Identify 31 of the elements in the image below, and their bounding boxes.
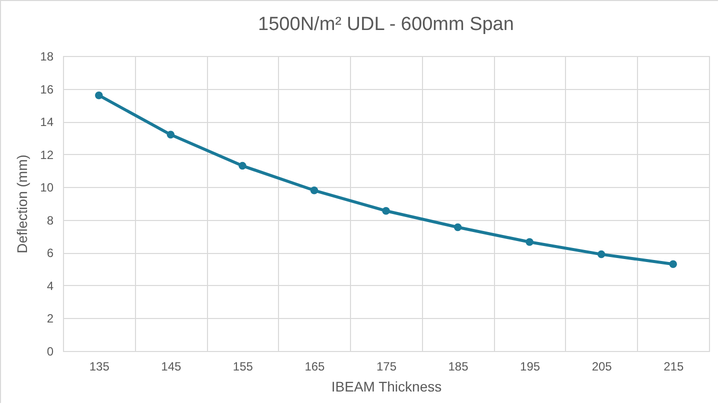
x-axis-title: IBEAM Thickness [331, 378, 442, 394]
y-tick-label: 8 [46, 213, 54, 228]
x-tick-label: 135 [89, 360, 110, 374]
x-tick-label: 175 [376, 360, 397, 374]
point [597, 250, 606, 258]
chart-title: 1500N/m² UDL - 600mm Span [258, 14, 514, 35]
y-tick-label: 0 [46, 344, 54, 358]
point [310, 186, 318, 194]
x-tick-label: 215 [664, 360, 684, 374]
y-tick-label: 18 [40, 50, 54, 64]
point [166, 130, 175, 139]
point [95, 91, 103, 100]
point [454, 223, 462, 232]
y-tick-label: 14 [40, 115, 54, 130]
x-tick-label: 155 [232, 360, 254, 374]
point [382, 207, 390, 215]
point [669, 260, 677, 268]
point [526, 238, 534, 246]
y-tick-label: 10 [40, 180, 54, 195]
y-tick-label: 2 [46, 312, 54, 326]
y-tick-label: 6 [46, 246, 54, 260]
y-tick-label: 4 [46, 278, 54, 293]
x-tick-label: 145 [161, 360, 182, 374]
y-axis-title: Deflection (mm) [14, 154, 30, 254]
x-tick-label: 195 [520, 360, 540, 374]
point [238, 162, 246, 170]
x-tick-label: 205 [592, 360, 612, 374]
x-tick-label: 165 [304, 360, 326, 374]
y-tick-label: 12 [40, 148, 54, 162]
y-tick-label: 16 [40, 82, 54, 96]
x-tick-label: 185 [448, 360, 469, 374]
